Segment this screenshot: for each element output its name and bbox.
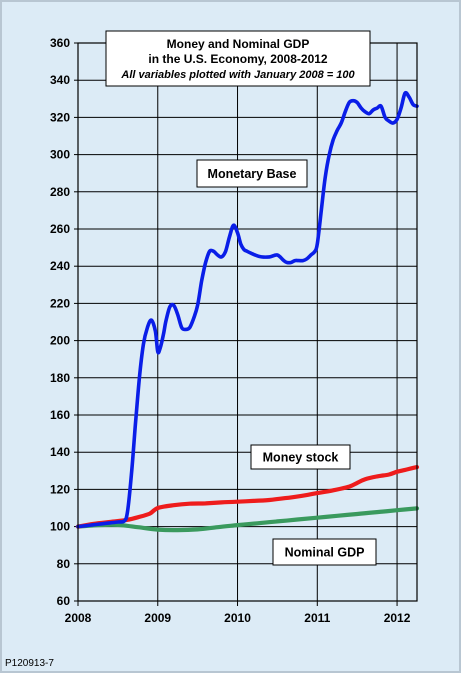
series-line-monetary-base bbox=[76, 90, 419, 529]
series-line-nominal-gdp bbox=[75, 506, 420, 533]
x-axis-ticks: 2008 2009 2010 2011 2012 bbox=[65, 601, 411, 625]
series-label-box bbox=[272, 538, 377, 566]
y-tick-label: 220 bbox=[50, 296, 70, 310]
series-line-money-stock bbox=[75, 465, 420, 529]
y-axis-ticks: 60 80 100 120 140 160 180 200 220 240 260 280 300 320… bbox=[50, 36, 78, 608]
y-tick-label: 200 bbox=[50, 334, 70, 348]
y-tick-label: 260 bbox=[50, 222, 70, 236]
y-tick-label: 300 bbox=[50, 148, 70, 162]
series-label-text: Nominal GDP bbox=[285, 546, 365, 560]
series-label-text: Money stock bbox=[263, 451, 339, 465]
x-tick-label: 2009 bbox=[144, 611, 171, 625]
chart-subtitle: All variables plotted with January 2008 … bbox=[120, 69, 355, 81]
series-label-box bbox=[196, 159, 308, 188]
series-label-monetary-base: Monetary Base bbox=[196, 159, 308, 188]
chart-title: Money and Nominal GDP bbox=[167, 37, 310, 51]
x-tick-label: 2012 bbox=[384, 611, 411, 625]
y-tick-label: 100 bbox=[50, 520, 70, 534]
x-tick-label: 2008 bbox=[65, 611, 92, 625]
y-tick-label: 60 bbox=[57, 594, 71, 608]
y-tick-label: 180 bbox=[50, 371, 70, 385]
series-labels: Monetary Base Money stock Nominal GDP bbox=[196, 159, 377, 566]
series-label-nominal-gdp: Nominal GDP bbox=[272, 538, 377, 566]
y-tick-label: 120 bbox=[50, 482, 70, 496]
chart-title-line2: in the U.S. Economy, 2008-2012 bbox=[148, 52, 328, 66]
plot-area bbox=[78, 43, 417, 601]
series-label-money-stock: Money stock bbox=[250, 444, 351, 470]
series-label-box bbox=[250, 444, 351, 470]
figure-code: P120913-7 bbox=[5, 658, 54, 669]
y-tick-label: 240 bbox=[50, 259, 70, 273]
series-label-text: Monetary Base bbox=[208, 167, 297, 181]
y-tick-label: 280 bbox=[50, 185, 70, 199]
y-tick-label: 320 bbox=[50, 110, 70, 124]
y-tick-label: 80 bbox=[57, 557, 71, 571]
series-lines bbox=[75, 90, 420, 533]
x-tick-label: 2010 bbox=[224, 611, 251, 625]
x-tick-label: 2011 bbox=[304, 611, 330, 625]
y-tick-label: 140 bbox=[50, 445, 70, 459]
y-tick-label: 340 bbox=[50, 73, 70, 87]
y-tick-label: 360 bbox=[50, 36, 70, 50]
y-tick-label: 160 bbox=[50, 408, 70, 422]
chart-title-box: Money and Nominal GDP in the U.S. Econom… bbox=[105, 30, 371, 87]
